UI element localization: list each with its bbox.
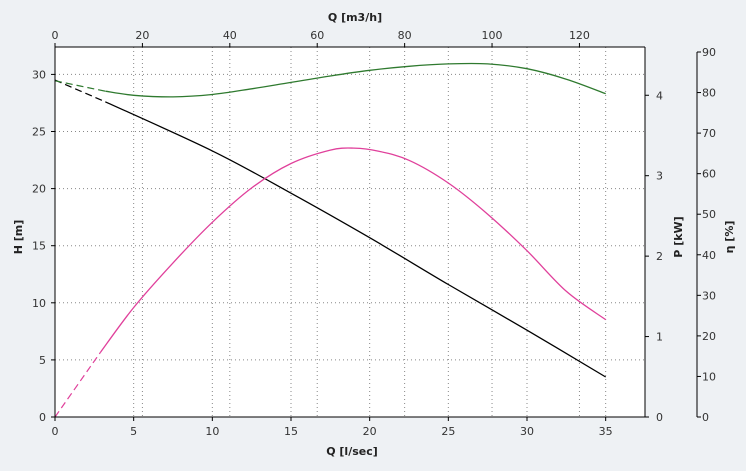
x2-tick-label: 120 [569,29,590,42]
y-right-tick-label: 20 [702,330,716,343]
x-tick-label: 30 [520,425,534,438]
y-left-tick-label: 25 [32,126,46,139]
y-left-tick-label: 10 [32,297,46,310]
y-mid-tick-label: 1 [656,331,663,344]
efficiency-curve [100,147,607,353]
x-tick-label: 35 [599,425,613,438]
x2-axis-title: Q [m3/h] [328,11,382,24]
x2-tick-label: 0 [52,29,59,42]
x-tick-label: 20 [363,425,377,438]
tick-labels: 0 5 10 15 20 25 30 350 20 40 60 80 100 12005101520253… [32,29,716,438]
y-right-tick-label: 90 [702,46,716,59]
y-right-tick-label: 10 [702,370,716,383]
y-mid-tick-label: 3 [656,170,663,183]
y-left-tick-label: 0 [39,411,46,424]
y-right-tick-label: 0 [702,411,709,424]
x-tick-label: 10 [205,425,219,438]
y-left-axis-title: H [m] [12,220,25,255]
y-right-tick-label: 50 [702,208,716,221]
plot-area [55,47,645,417]
x-axis-title: Q [l/sec] [326,445,378,458]
head-curve [105,101,607,378]
efficiency-curve-extrapolated [54,351,102,418]
y-mid-tick-label: 2 [656,250,663,263]
y-right-axis-title: η [%] [723,221,736,254]
y-left-tick-label: 30 [32,68,46,81]
y-mid-tick-label: 4 [656,89,663,102]
y-left-tick-label: 5 [39,354,46,367]
x2-tick-label: 40 [223,29,237,42]
x2-tick-label: 100 [482,29,503,42]
x2-tick-label: 80 [398,29,412,42]
y-mid-tick-label: 0 [656,411,663,424]
y-left-tick-label: 15 [32,240,46,253]
x-tick-label: 5 [130,425,137,438]
x-tick-label: 25 [441,425,455,438]
y-right-tick-label: 60 [702,168,716,181]
y-right-tick-label: 40 [702,249,716,262]
y-mid-axis-title: P [kW] [672,216,685,257]
y-right-tick-label: 80 [702,87,716,100]
x-tick-label: 0 [52,425,59,438]
x2-tick-label: 60 [310,29,324,42]
axes [54,46,698,418]
curves [54,62,607,418]
power-curve [105,62,606,98]
power-curve-extrapolated [54,80,106,92]
x2-tick-label: 20 [135,29,149,42]
y-right-tick-label: 70 [702,127,716,140]
y-right-tick-label: 30 [702,289,716,302]
y-left-tick-label: 20 [32,183,46,196]
grid [55,47,645,417]
x-tick-label: 15 [284,425,298,438]
